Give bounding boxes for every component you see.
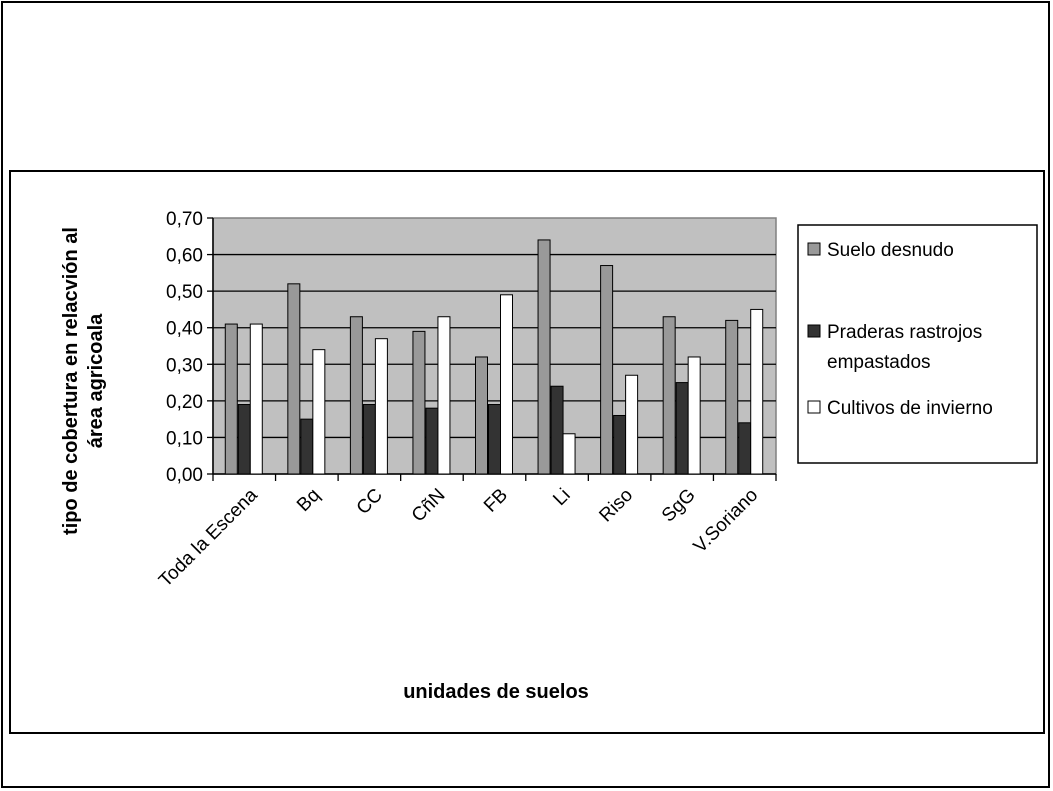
x-category-label: Li bbox=[549, 485, 574, 510]
bar-2-5 bbox=[488, 404, 501, 475]
x-category-label: Riso bbox=[595, 485, 637, 527]
legend-label-praderas-line-1: Praderas rastrojos bbox=[827, 322, 982, 343]
bar-2-3 bbox=[362, 404, 376, 475]
bar-2-8 bbox=[675, 382, 689, 475]
bar-1-2 bbox=[287, 283, 301, 475]
y-tick-label: 0,40 bbox=[166, 319, 203, 340]
legend-box bbox=[797, 224, 1038, 464]
y-tick-label: 0,60 bbox=[166, 246, 203, 267]
x-axis-title: unidades de suelos bbox=[403, 681, 589, 703]
x-category-label: V.Soriano bbox=[690, 485, 763, 558]
y-tick-label: 0,00 bbox=[166, 465, 203, 486]
bar-1-9 bbox=[725, 319, 739, 475]
bar-3-9 bbox=[750, 308, 764, 475]
chart-frame: 0,00 0,10 0,20 0,30 0,40 0,50 0,60 0,70 Toda la … bbox=[9, 170, 1045, 734]
plot-area: 0,00 0,10 0,20 0,30 0,40 0,50 0,60 0,70 Toda la … bbox=[155, 209, 777, 591]
x-category-label: CñN bbox=[408, 485, 450, 527]
legend: Suelo desnudo Praderas rastrojos empasta… bbox=[797, 224, 1038, 464]
bar-3-5 bbox=[500, 294, 513, 475]
bar-1-6 bbox=[537, 239, 551, 475]
x-category-label: Toda la Escena bbox=[155, 484, 262, 591]
y-tick-label: 0,50 bbox=[166, 282, 203, 303]
x-category-label: Bq bbox=[293, 485, 324, 516]
bar-3-4 bbox=[437, 316, 451, 475]
x-category-label: SgG bbox=[658, 485, 700, 527]
x-category-label: CC bbox=[353, 485, 387, 519]
bar-2-2 bbox=[300, 418, 314, 475]
bar-1-4 bbox=[412, 330, 426, 475]
legend-label-cultivos: Cultivos de invierno bbox=[827, 398, 993, 419]
bar-2-7 bbox=[613, 414, 627, 475]
bar-2-6 bbox=[550, 385, 564, 475]
y-axis-title: tipo de cobertura en relacvión al área a… bbox=[60, 227, 107, 535]
y-axis-title-line-2: área agricoala bbox=[85, 313, 107, 448]
legend-swatch-suelo-desnudo bbox=[807, 242, 821, 256]
bar-2-1 bbox=[237, 404, 251, 475]
y-tick-label: 0,20 bbox=[166, 392, 203, 413]
y-tick-label: 0,10 bbox=[166, 428, 203, 449]
bar-3-3 bbox=[374, 338, 388, 475]
legend-swatch-cultivos bbox=[807, 400, 821, 414]
bar-2-4 bbox=[425, 407, 439, 475]
x-category-label: FB bbox=[480, 485, 512, 517]
bar-3-1 bbox=[249, 323, 263, 475]
bar-3-2 bbox=[312, 349, 326, 475]
y-tick-label: 0,70 bbox=[166, 209, 203, 230]
y-tick-label: 0,30 bbox=[166, 355, 203, 376]
bar-2-9 bbox=[738, 422, 752, 475]
bar-3-7 bbox=[625, 374, 639, 475]
legend-label-praderas-line-2: empastados bbox=[827, 352, 931, 373]
y-axis-title-line-1: tipo de cobertura en relacvión al bbox=[60, 227, 82, 535]
legend-swatch-praderas bbox=[807, 324, 821, 338]
bar-1-1 bbox=[224, 323, 238, 475]
bar-1-5 bbox=[475, 356, 488, 475]
bar-3-8 bbox=[687, 356, 701, 475]
bar-3-6 bbox=[562, 433, 576, 475]
bar-1-3 bbox=[349, 316, 363, 475]
bar-1-8 bbox=[662, 316, 676, 475]
legend-label-suelo-desnudo: Suelo desnudo bbox=[827, 240, 954, 261]
bar-1-7 bbox=[600, 265, 614, 475]
bar-chart: 0,00 0,10 0,20 0,30 0,40 0,50 0,60 0,70 Toda la … bbox=[60, 209, 1038, 703]
